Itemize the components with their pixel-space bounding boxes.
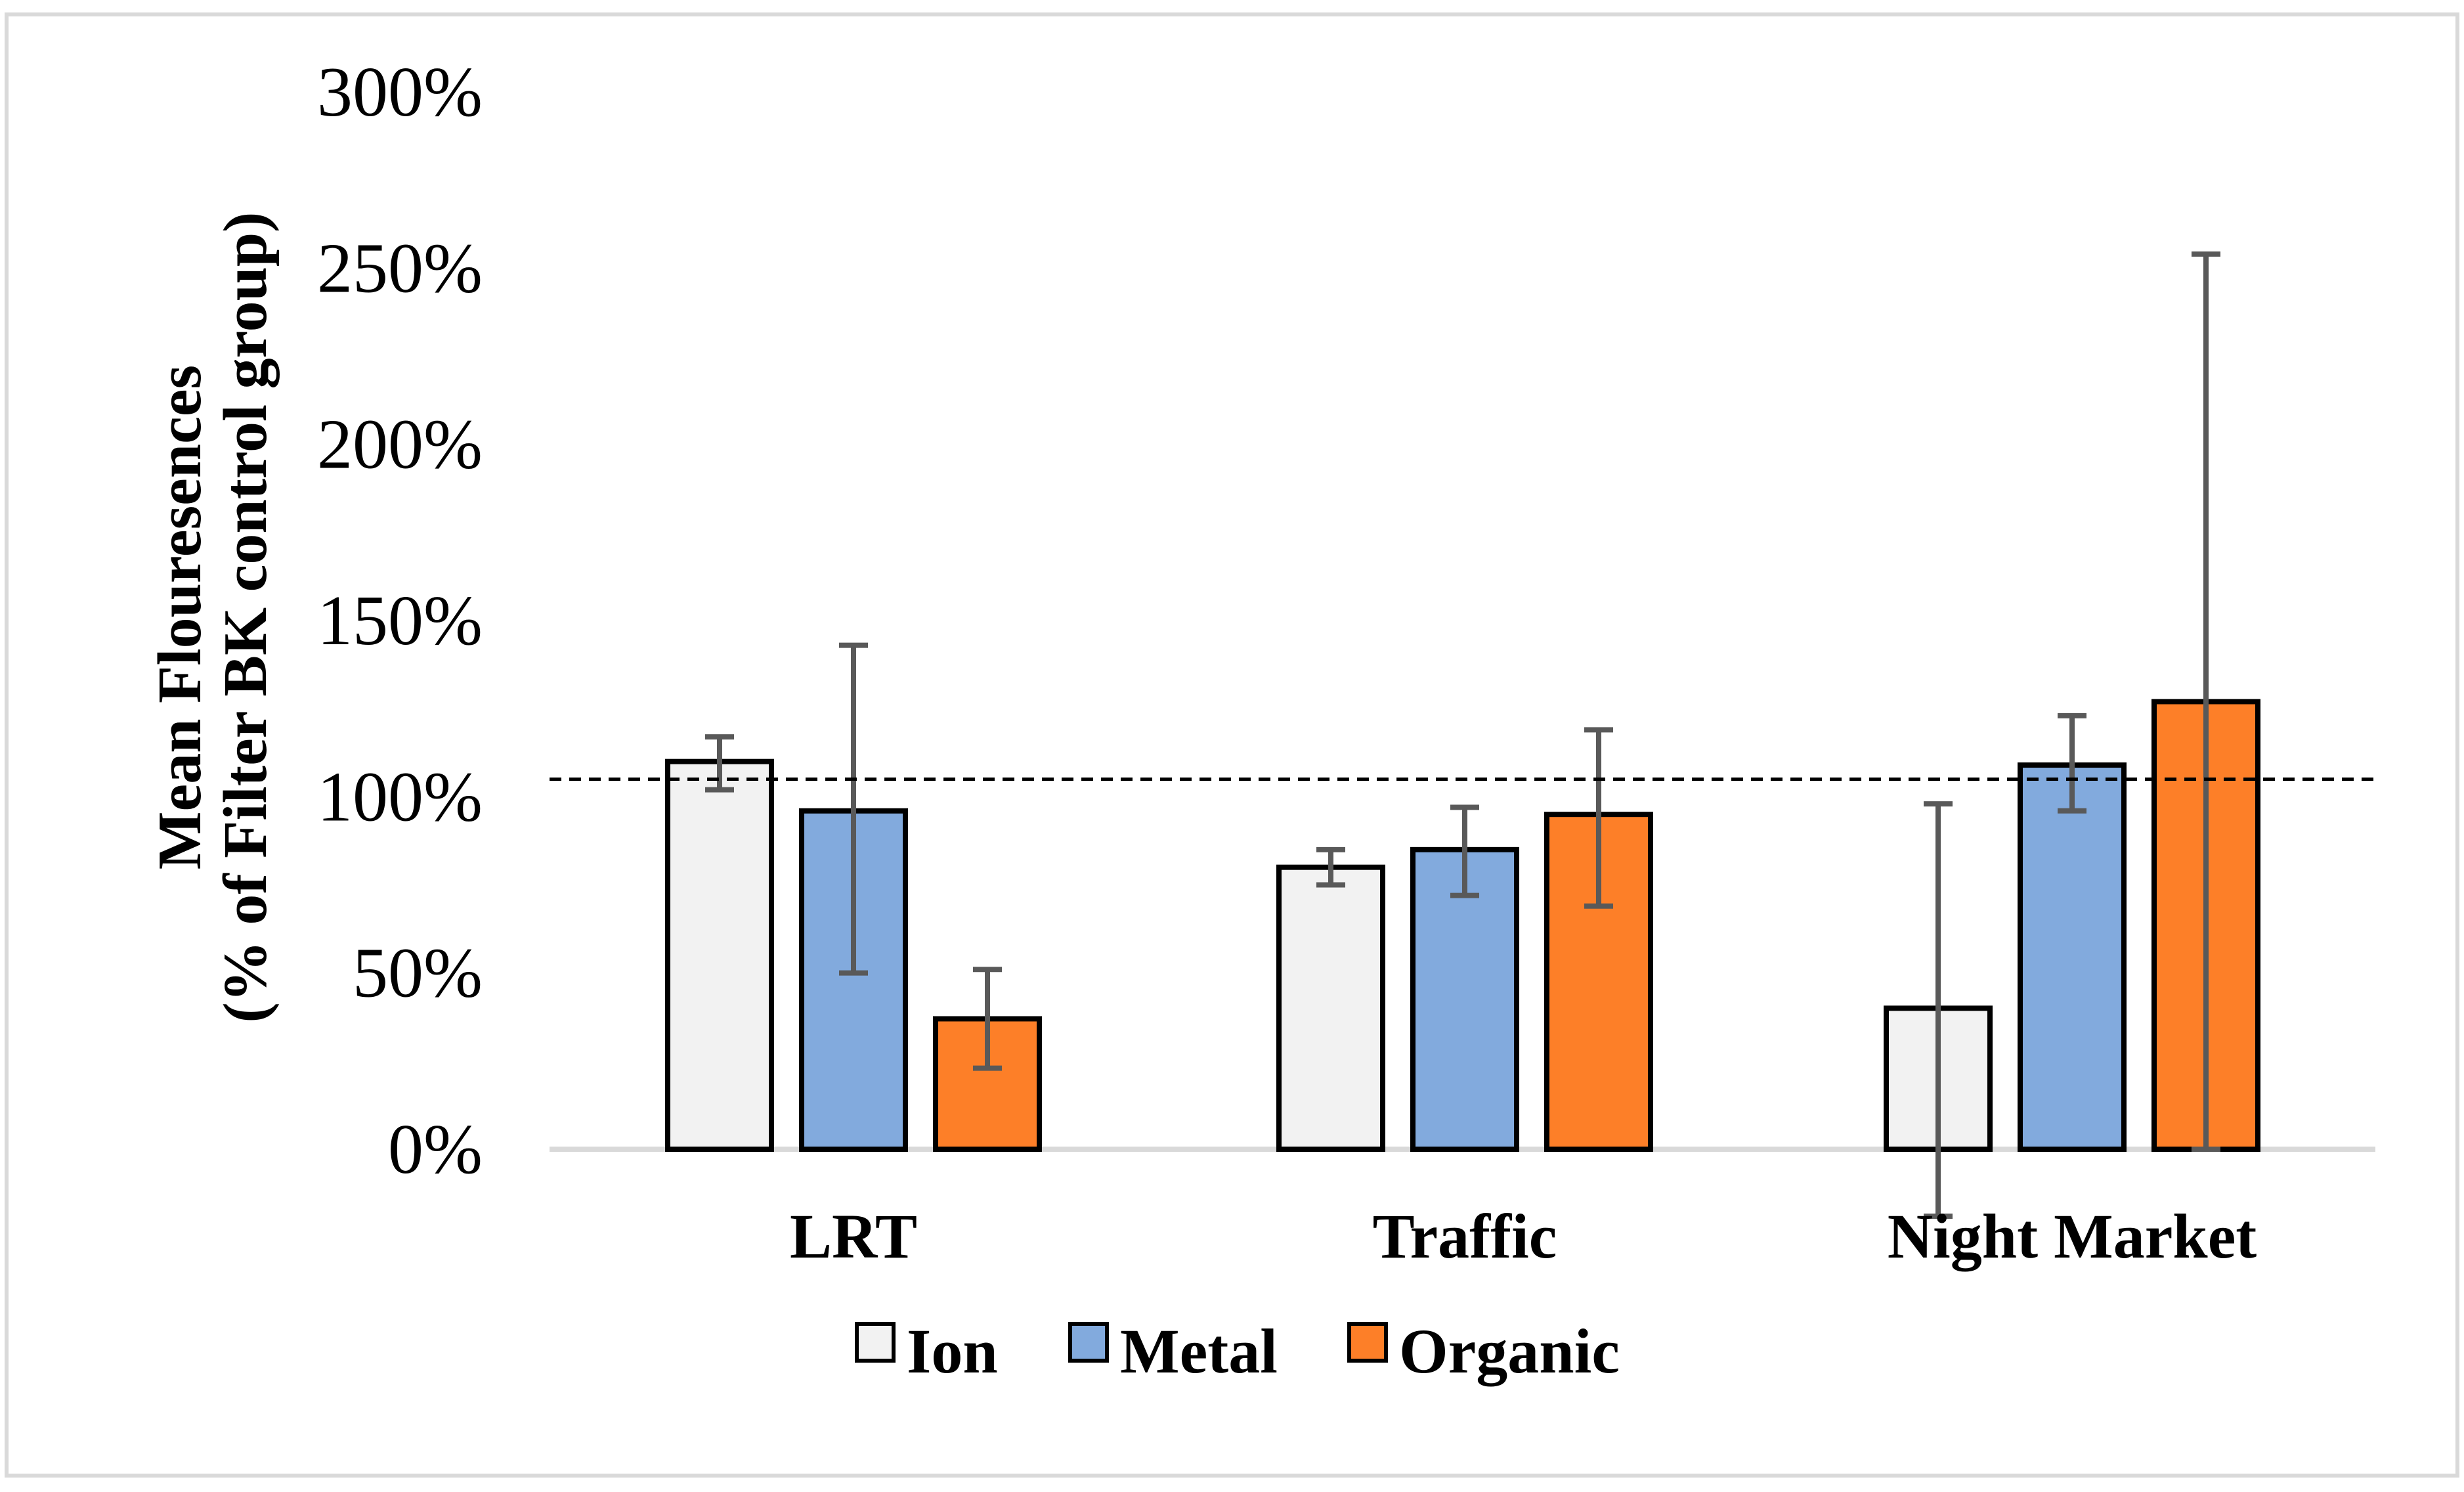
error-bar-organic-traffic xyxy=(1584,727,1613,909)
error-bar-organic-night-market xyxy=(2192,251,2220,1152)
y-tick-label: 50% xyxy=(353,934,483,1013)
error-bar-metal-lrt xyxy=(839,642,868,976)
y-tick-label: 300% xyxy=(317,53,483,131)
bar-ion-traffic xyxy=(1276,864,1385,1152)
legend: Ion Metal Organic xyxy=(855,1316,1620,1386)
y-tick-label: 150% xyxy=(317,582,483,660)
legend-item-ion: Ion xyxy=(855,1316,998,1386)
x-tick-label-night-market: Night Market xyxy=(1888,1201,2257,1271)
x-axis-labels: LRT Traffic Night Market xyxy=(790,1201,2257,1271)
y-axis-title-line1: Mean Flouresences xyxy=(146,365,214,869)
legend-label-organic: Organic xyxy=(1399,1316,1620,1386)
legend-item-organic: Organic xyxy=(1347,1316,1620,1386)
legend-swatch-ion xyxy=(855,1322,896,1363)
legend-item-metal: Metal xyxy=(1068,1316,1278,1386)
x-tick-label-lrt: LRT xyxy=(790,1201,917,1271)
error-bar-metal-traffic xyxy=(1450,804,1479,898)
legend-label-ion: Ion xyxy=(907,1316,998,1386)
x-tick-label-traffic: Traffic xyxy=(1373,1201,1557,1271)
error-bars xyxy=(705,251,2220,1219)
error-bar-ion-night-market xyxy=(1924,801,1953,1219)
y-tick-label: 100% xyxy=(317,758,483,836)
legend-swatch-metal xyxy=(1068,1322,1109,1363)
bar-metal-traffic xyxy=(1410,846,1519,1152)
bar-ion-lrt xyxy=(665,758,774,1152)
chart-border xyxy=(5,12,2459,1478)
y-tick-label: 250% xyxy=(317,229,483,307)
y-tick-label: 200% xyxy=(317,406,483,484)
y-tick-label: 0% xyxy=(388,1110,483,1189)
y-axis-title-line2: (% of Filter BK control group) xyxy=(211,212,280,1023)
error-bar-ion-lrt xyxy=(705,734,734,793)
legend-label-metal: Metal xyxy=(1120,1316,1278,1386)
error-bar-ion-traffic xyxy=(1316,846,1345,888)
legend-swatch-organic xyxy=(1347,1322,1388,1363)
bar-metal-lrt xyxy=(799,808,908,1152)
bar-metal-night-market xyxy=(2018,762,2127,1152)
error-bar-organic-lrt xyxy=(973,967,1002,1071)
error-bar-metal-night-market xyxy=(2058,713,2086,814)
y-axis-ticks: 0% 50% 100% 150% 200% 250% 300% xyxy=(317,53,483,1189)
